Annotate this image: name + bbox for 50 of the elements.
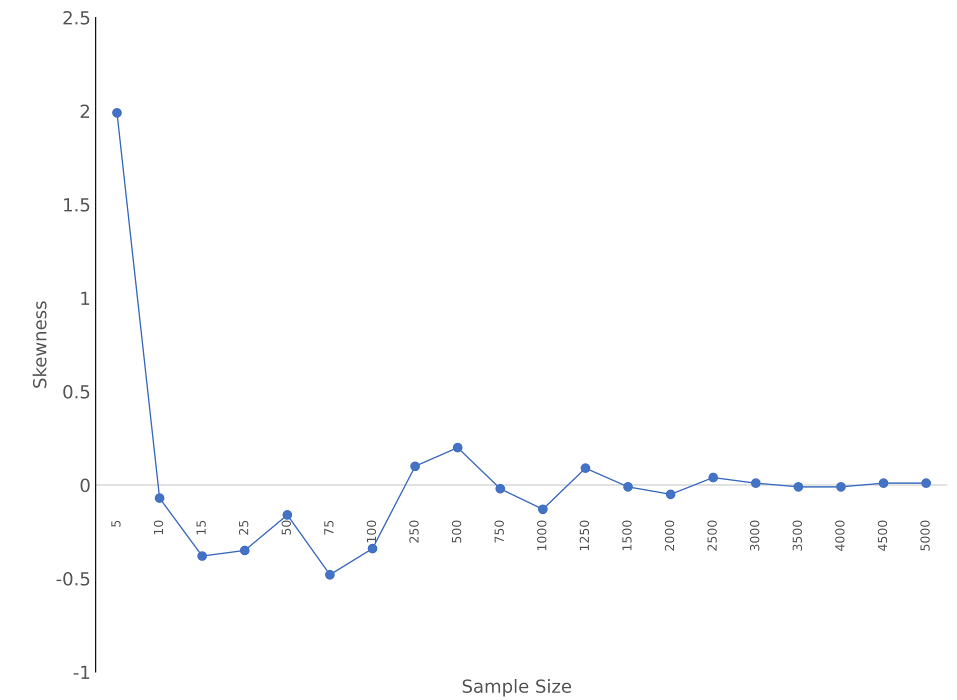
point xyxy=(580,463,590,474)
point xyxy=(154,493,164,503)
y-axis-title: Skewness xyxy=(32,301,47,388)
point xyxy=(325,570,335,580)
y-tick-label: 2.5 xyxy=(63,10,90,25)
point xyxy=(538,504,548,514)
y-tick-label: 1.5 xyxy=(64,198,90,212)
y-tick-label: -1 xyxy=(74,666,90,679)
x-tick-label: 4500 xyxy=(878,520,888,551)
x-tick-label: 2500 xyxy=(707,520,717,551)
point xyxy=(921,478,931,488)
y-tick-label: 2 xyxy=(80,104,90,118)
x-tick-label: 250 xyxy=(409,520,419,543)
point xyxy=(708,472,718,482)
point xyxy=(623,482,633,492)
point xyxy=(836,482,846,492)
x-tick-label: 25 xyxy=(238,520,248,535)
x-tick-label: 100 xyxy=(366,520,376,542)
x-tick-label: 1500 xyxy=(622,520,632,550)
y-tick-label: 1 xyxy=(81,292,90,305)
x-tick-label: 5000 xyxy=(920,520,930,551)
point xyxy=(452,442,463,452)
x-axis-title: Sample Size xyxy=(462,679,572,696)
x-tick-label: 3000 xyxy=(750,520,760,551)
x-tick-label: 15 xyxy=(196,520,206,534)
y-tick-label: 0 xyxy=(80,478,90,492)
x-tick-label: 500 xyxy=(452,520,462,543)
point xyxy=(368,544,378,554)
x-tick-label: 50 xyxy=(282,520,291,535)
x-tick-label: 4000 xyxy=(835,520,845,551)
x-tick-label: 1000 xyxy=(537,520,546,550)
point xyxy=(240,546,250,556)
x-tick-label: 75 xyxy=(324,520,334,535)
point xyxy=(495,484,506,494)
point xyxy=(878,478,888,488)
x-tick-label: 1250 xyxy=(580,520,590,550)
point xyxy=(197,551,208,561)
x-tick-label: 2000 xyxy=(664,520,674,551)
x-tick-label: 5 xyxy=(111,520,121,527)
y-tick-label: 0.5 xyxy=(63,384,90,399)
point xyxy=(112,108,122,118)
point xyxy=(794,482,804,492)
x-tick-label: 3500 xyxy=(792,520,802,551)
point xyxy=(282,510,292,520)
x-tick-label: 750 xyxy=(494,520,504,543)
x-tick-label: 10 xyxy=(154,520,164,534)
point xyxy=(666,489,676,500)
point xyxy=(410,461,420,472)
point xyxy=(750,478,761,488)
y-tick-label: -0.5 xyxy=(56,572,90,586)
